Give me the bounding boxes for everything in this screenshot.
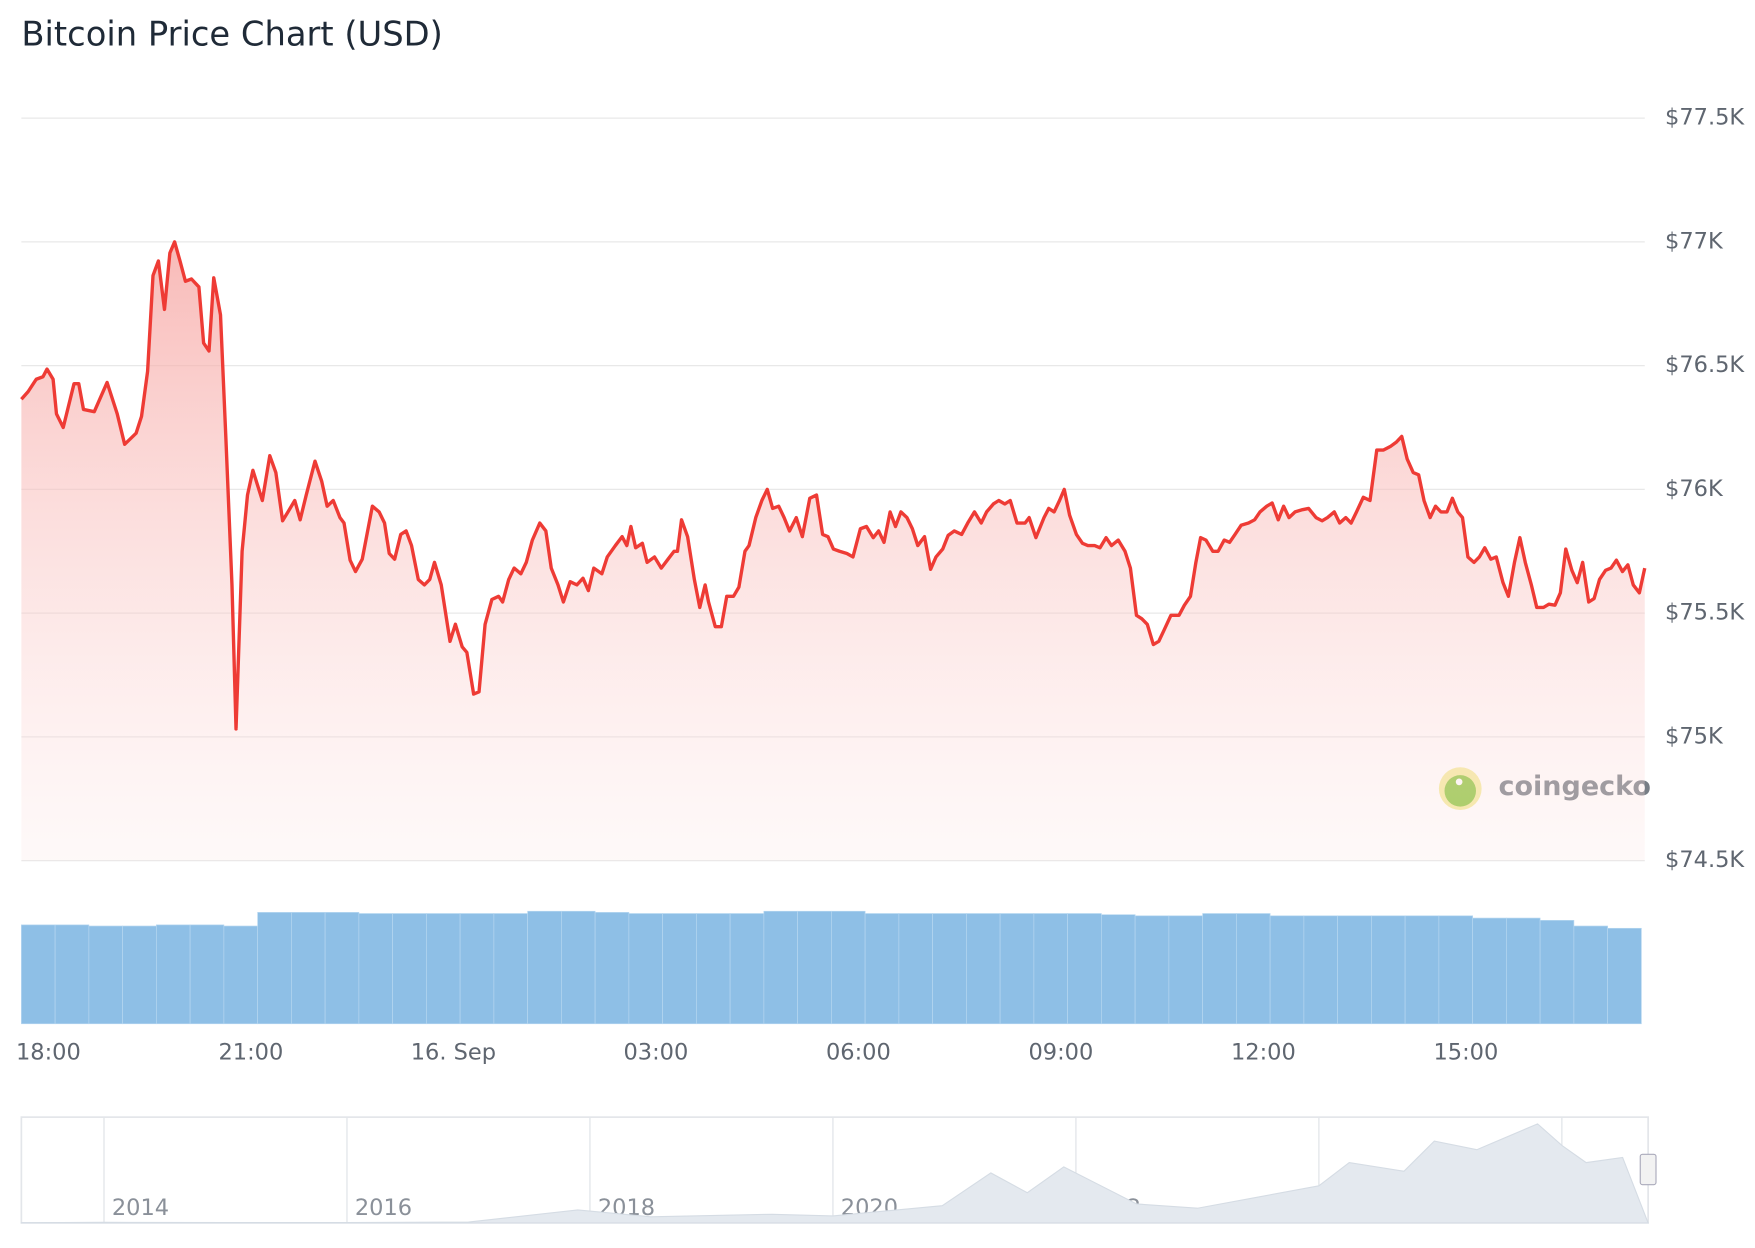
x-tick-label: 15:00 <box>1433 1040 1498 1066</box>
volume-bar <box>1101 914 1136 1025</box>
volume-bar <box>358 913 393 1025</box>
volume-bar <box>594 912 630 1025</box>
volume-bar <box>831 910 866 1025</box>
volume-bar <box>1472 917 1507 1025</box>
navigator-area <box>20 1123 1649 1224</box>
volume-bar <box>864 913 900 1025</box>
y-tick-label: $74.5K <box>1665 847 1745 873</box>
volume-bar <box>1303 915 1338 1025</box>
volume-bar <box>999 913 1035 1025</box>
navigator-tick-label: 2014 <box>112 1195 169 1221</box>
volume-bar <box>662 913 697 1025</box>
volume-bar <box>88 925 123 1025</box>
volume-bar <box>493 913 528 1025</box>
volume-bar <box>459 913 495 1025</box>
volume-bar <box>1337 915 1372 1025</box>
volume-bar <box>763 910 798 1025</box>
x-tick-label: 18:00 <box>16 1040 81 1066</box>
price-line <box>20 240 1647 731</box>
volume-bar <box>257 912 292 1025</box>
volume-bar <box>1573 925 1608 1025</box>
x-tick-label: 12:00 <box>1231 1040 1296 1066</box>
volume-bar <box>729 913 765 1025</box>
y-tick-label: $75.5K <box>1665 600 1745 626</box>
volume-bar <box>1506 917 1541 1025</box>
volume-bar <box>1438 915 1473 1025</box>
volume-bar <box>1168 915 1203 1025</box>
volume-bar <box>54 924 90 1025</box>
volume-bar <box>1134 915 1170 1025</box>
volume-bar <box>122 925 157 1025</box>
volume-bar <box>696 913 731 1025</box>
volume-bar <box>223 925 258 1025</box>
volume-bar <box>628 913 663 1025</box>
x-tick-label: 03:00 <box>623 1040 688 1066</box>
x-tick-label: 16. Sep <box>411 1040 496 1066</box>
volume-bar <box>1404 915 1440 1025</box>
volume-bar <box>1033 913 1068 1025</box>
volume-bar <box>527 910 562 1025</box>
y-tick-label: $76K <box>1665 476 1724 502</box>
x-tick-label: 21:00 <box>218 1040 283 1066</box>
x-tick-label: 06:00 <box>826 1040 891 1066</box>
chart-title: Bitcoin Price Chart (USD) <box>21 15 442 54</box>
volume-bar <box>156 924 191 1025</box>
navigator-tick-label: 2016 <box>355 1195 412 1221</box>
volume-bar <box>324 912 360 1025</box>
navigator-handle[interactable] <box>1639 1153 1657 1186</box>
volume-bar <box>561 910 596 1025</box>
volume-bar <box>932 913 967 1025</box>
price-area <box>21 241 1645 861</box>
volume-bar <box>898 913 933 1025</box>
y-tick-label: $76.5K <box>1665 352 1745 378</box>
volume-bar <box>1236 913 1271 1025</box>
volume-bar <box>426 913 461 1025</box>
volume-bar <box>21 924 56 1025</box>
volume-bar <box>966 913 1001 1025</box>
y-tick-label: $77.5K <box>1665 105 1745 131</box>
volume-bar <box>1539 920 1575 1025</box>
volume-bar <box>1607 927 1642 1025</box>
volume-bar <box>1202 913 1237 1025</box>
volume-bar <box>392 913 427 1025</box>
y-tick-label: $75K <box>1665 723 1724 749</box>
volume-bar <box>189 924 225 1025</box>
y-tick-label: $77K <box>1665 228 1724 254</box>
x-tick-label: 09:00 <box>1028 1040 1093 1066</box>
volume-bar <box>1067 913 1102 1025</box>
volume-bar <box>1371 915 1406 1025</box>
volume-bar <box>1269 915 1305 1025</box>
volume-bar <box>291 912 326 1025</box>
volume-bar <box>797 910 832 1025</box>
